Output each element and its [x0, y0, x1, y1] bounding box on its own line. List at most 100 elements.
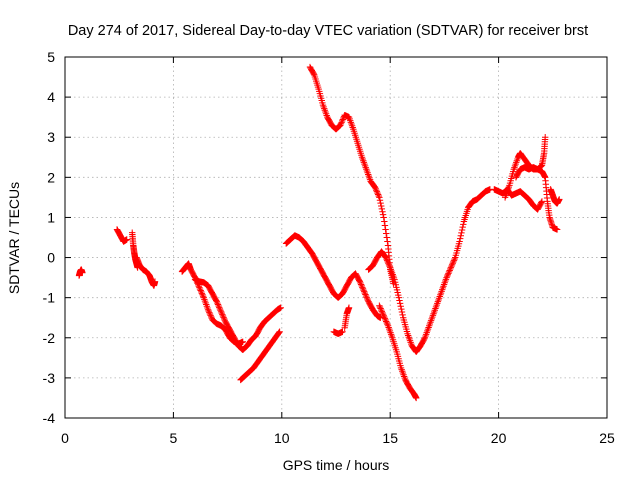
y-tick-label: -3 — [43, 370, 56, 386]
data-point — [398, 305, 405, 313]
data-point — [381, 222, 389, 229]
grid — [65, 57, 607, 418]
data-point — [382, 226, 389, 233]
data-point — [382, 254, 390, 261]
data-point — [216, 305, 224, 313]
data-point — [338, 119, 345, 126]
data-point — [376, 194, 383, 201]
data-point — [360, 288, 368, 295]
data-point — [382, 318, 390, 325]
data-point — [215, 302, 222, 310]
data-point — [378, 306, 385, 314]
y-axis-title: SDTVAR / TECUs — [6, 182, 22, 294]
data-point — [376, 302, 383, 309]
data-point — [381, 313, 388, 321]
data-point — [217, 308, 225, 315]
data-points — [75, 63, 563, 402]
y-tick-label: 4 — [47, 89, 55, 105]
data-point — [384, 258, 391, 266]
data-point — [377, 199, 384, 207]
data-point — [443, 274, 450, 281]
data-point — [446, 267, 453, 274]
data-point — [556, 196, 563, 203]
data-point — [379, 208, 386, 215]
y-tick-label: -1 — [43, 290, 56, 306]
data-point — [217, 307, 224, 314]
data-point — [458, 229, 465, 237]
data-point — [207, 313, 215, 321]
data-point — [456, 235, 464, 242]
data-point — [385, 260, 392, 267]
data-point — [450, 258, 457, 266]
data-point — [363, 294, 370, 301]
data-point — [449, 260, 456, 267]
data-point — [378, 202, 385, 210]
data-point — [310, 70, 317, 78]
data-point — [378, 205, 386, 213]
data-point — [151, 278, 159, 285]
data-point — [378, 308, 386, 315]
data-point — [198, 288, 205, 296]
x-axis-title: GPS time / hours — [283, 457, 390, 473]
data-point — [214, 301, 222, 308]
data-point — [456, 238, 463, 245]
x-tick-label: 10 — [274, 430, 290, 446]
data-point — [377, 305, 384, 312]
data-point — [447, 264, 455, 271]
data-point — [337, 121, 344, 129]
data-point — [197, 287, 204, 294]
data-point — [445, 270, 452, 277]
data-point — [345, 304, 353, 311]
data-point — [383, 257, 391, 264]
data-point — [361, 289, 369, 297]
data-point — [356, 278, 364, 285]
data-point — [360, 287, 367, 294]
data-point — [399, 311, 406, 319]
plot-frame — [64, 56, 608, 419]
y-tick-label: 1 — [47, 209, 55, 225]
data-point — [460, 221, 467, 228]
data-point — [216, 304, 223, 311]
data-point — [214, 299, 221, 307]
data-point — [339, 328, 346, 335]
data-point — [376, 303, 384, 311]
data-point — [445, 268, 453, 276]
x-tick-label: 15 — [382, 430, 398, 446]
data-point — [538, 198, 546, 205]
data-point — [218, 309, 225, 317]
y-tick-label: -4 — [43, 410, 56, 426]
data-point — [358, 282, 365, 290]
data-point — [374, 189, 381, 197]
data-point — [443, 272, 451, 280]
data-point — [379, 311, 387, 318]
y-tick-label: 3 — [47, 129, 55, 145]
data-point — [375, 192, 382, 200]
x-tick-label: 20 — [491, 430, 507, 446]
data-point — [339, 116, 347, 123]
data-point — [359, 284, 366, 291]
data-point — [199, 291, 206, 299]
x-tick-label: 0 — [61, 430, 69, 446]
data-point — [196, 285, 204, 293]
data-point — [357, 281, 365, 288]
data-point — [450, 257, 458, 264]
data-point — [383, 255, 390, 263]
data-point — [383, 319, 390, 327]
data-point — [277, 304, 284, 311]
data-point — [380, 214, 387, 221]
data-point — [196, 284, 203, 291]
data-point — [538, 199, 545, 206]
data-point — [338, 117, 346, 125]
data-point — [395, 294, 403, 301]
data-point — [123, 236, 130, 243]
x-tick-label: 5 — [170, 430, 178, 446]
data-point — [206, 310, 214, 318]
data-point — [362, 291, 369, 298]
data-point — [337, 120, 345, 127]
data-point — [542, 134, 549, 141]
data-point — [381, 218, 388, 225]
data-point — [199, 293, 207, 300]
data-point — [198, 290, 206, 297]
data-point — [383, 234, 390, 241]
x-tick-label: 25 — [599, 430, 615, 446]
